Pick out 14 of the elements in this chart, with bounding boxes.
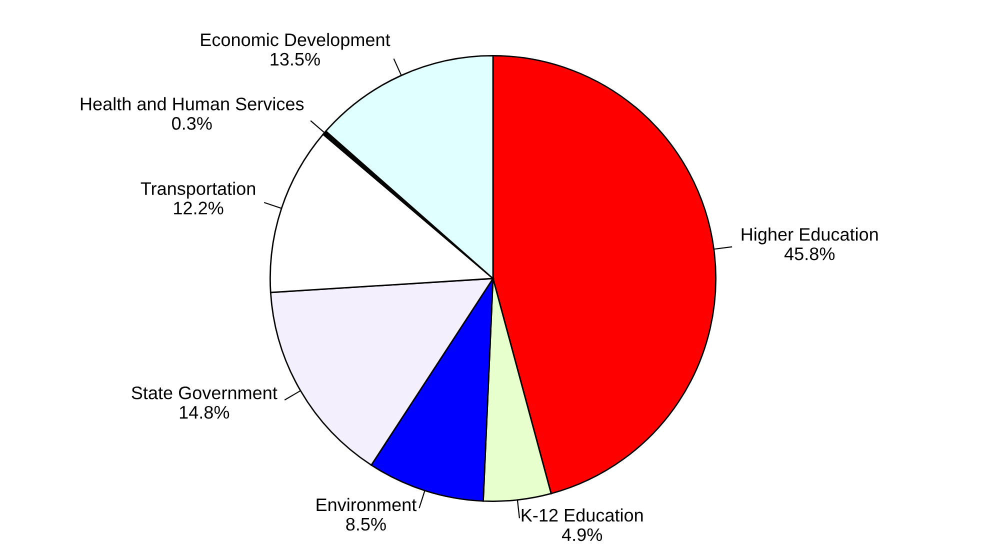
data-label: 0.3% — [172, 117, 212, 130]
data-label: 14.8% — [180, 406, 230, 419]
slice-label: Health and Human Services — [80, 97, 304, 110]
data-label: 4.9% — [562, 528, 602, 542]
slice-label: K-12 Education — [522, 508, 643, 522]
data-label: 12.2% — [174, 202, 224, 214]
slice-label: Higher Education — [742, 228, 878, 244]
data-label: 13.5% — [270, 52, 320, 66]
slice-label: Transportation — [140, 182, 256, 199]
data-label: 45.8% — [784, 247, 835, 260]
data-label: 8.5% — [346, 518, 386, 531]
slice-label: Economic Development — [201, 32, 390, 50]
slice-label: Environment — [316, 498, 417, 512]
slice-label: State Government — [132, 386, 278, 400]
